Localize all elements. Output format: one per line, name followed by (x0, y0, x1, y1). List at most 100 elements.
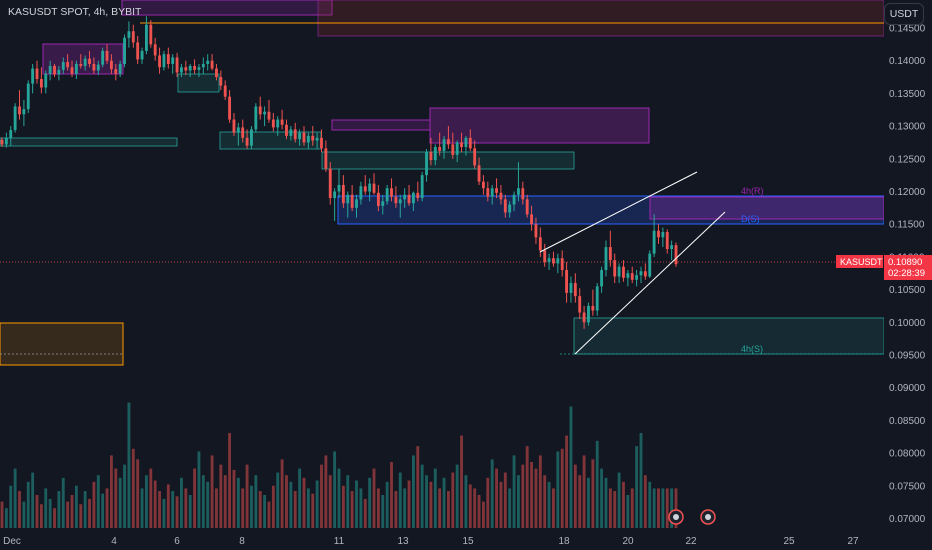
volume-bar (149, 468, 153, 528)
volume-bar (521, 464, 525, 528)
candle-body (521, 188, 525, 200)
candle-body (9, 130, 13, 138)
volume-bar (145, 475, 148, 528)
volume-bar (525, 446, 529, 528)
candle-body (188, 65, 192, 71)
volume-bar (657, 488, 660, 528)
volume-bar (298, 468, 302, 528)
candle-body (337, 184, 341, 192)
candle-body (175, 57, 179, 73)
volume-bar (263, 495, 267, 528)
candle-body (429, 152, 433, 161)
volume-bar (31, 472, 35, 528)
x-tick-label: 22 (685, 536, 697, 547)
candle-body (241, 127, 245, 138)
volume-bar (276, 472, 280, 528)
symbol-title[interactable]: KASUSDT SPOT, 4h, BYBIT (8, 6, 142, 18)
candle-body (215, 68, 218, 78)
volume-bar (188, 495, 192, 528)
volume-bar (180, 477, 183, 528)
event-icon-2[interactable] (700, 509, 716, 525)
volume-bar (320, 464, 323, 528)
volume-bar (13, 468, 17, 528)
candle-body (547, 258, 551, 263)
volume-bar (280, 459, 284, 528)
x-tick-label: 8 (239, 536, 245, 547)
volume-bar (635, 446, 639, 528)
candle-body (600, 269, 604, 287)
candle-body (285, 124, 288, 136)
candle-body (512, 194, 516, 205)
volume-bar (61, 477, 65, 528)
x-tick-label: 15 (462, 536, 474, 547)
y-tick-label: 0.10000 (889, 318, 926, 329)
time-axis[interactable]: Dec 4 6 8 11 13 15 18 20 22 25 27 (3, 536, 859, 547)
volume-bar (88, 498, 91, 528)
candle-body (538, 237, 542, 251)
candle-body (236, 127, 240, 133)
candle-body (26, 83, 30, 110)
candle-body (381, 201, 385, 206)
candle-body (433, 147, 437, 161)
candle-body (118, 63, 122, 74)
candle-body (652, 230, 656, 254)
volume-bar (604, 477, 608, 528)
candle-body (368, 183, 372, 192)
volume-bar (425, 475, 428, 528)
candle-body (131, 31, 135, 43)
volume-bar (630, 488, 634, 528)
volume-bar (118, 477, 122, 528)
candle-body (22, 109, 26, 115)
volume-bar (429, 481, 433, 528)
candle-body (333, 191, 337, 199)
candle-body (508, 204, 512, 213)
candle-body (228, 96, 232, 120)
candle-body (608, 247, 612, 261)
zone-layer (0, 0, 885, 366)
candle-body (18, 106, 21, 115)
y-tick-label: 0.08500 (889, 416, 926, 427)
x-tick-label: 20 (622, 536, 634, 547)
candle-body (311, 135, 315, 141)
event-icon-1[interactable] (668, 509, 684, 525)
currency-button[interactable]: USDT (884, 3, 924, 25)
volume-bar (289, 481, 293, 528)
volume-bar (376, 488, 380, 528)
candle-body (394, 196, 398, 204)
volume-bar (9, 485, 13, 528)
candle-body (53, 65, 56, 75)
event-icons[interactable] (668, 509, 716, 525)
candle-body (622, 266, 625, 278)
candle-body (626, 273, 630, 278)
candle-body (79, 63, 83, 66)
volume-bar (600, 468, 604, 528)
candle-body (267, 111, 271, 120)
volume-bar (123, 464, 126, 528)
candle-body (145, 24, 148, 51)
candle-body (455, 142, 459, 155)
volume-bar (512, 455, 516, 528)
volume-bar (652, 488, 656, 528)
volume-bar (420, 464, 424, 528)
y-tick-label: 0.07500 (889, 481, 926, 492)
volume-bar (626, 495, 630, 528)
candle-body (315, 137, 319, 141)
volume-bar (473, 488, 477, 528)
candle-body (162, 54, 166, 68)
candle-body (438, 147, 442, 151)
trend-lines (539, 171, 726, 355)
volume-bar (390, 462, 393, 528)
volume-bar (166, 484, 170, 528)
volume-bar (53, 508, 56, 528)
candle-body (503, 199, 507, 213)
volume-bar (105, 488, 109, 528)
volume-bar (210, 455, 214, 528)
volume-bar (613, 491, 617, 528)
volume-bar (565, 435, 569, 528)
volume-bar (254, 475, 258, 528)
candle-body (83, 58, 87, 66)
volume-bar (324, 455, 328, 528)
candle-body (276, 119, 280, 128)
candle-body (88, 58, 91, 64)
